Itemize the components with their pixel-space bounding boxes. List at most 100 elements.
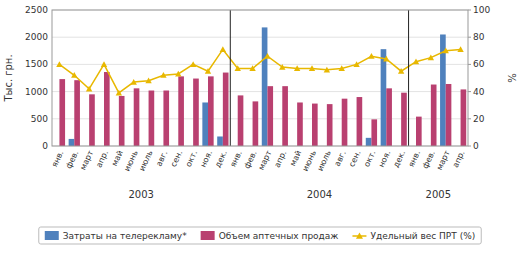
legend-swatch [45, 231, 59, 240]
legend-item: Затраты на телерекламу* [45, 231, 187, 241]
y-axis-label: Тыс. грн. [3, 54, 14, 102]
x-tick-label: окт. [362, 149, 377, 168]
legend-item: Удельный вес ПРТ (%) [352, 231, 475, 241]
x-tick-label: ноя. [377, 149, 393, 169]
bar [193, 79, 199, 146]
x-tick-label: апр. [451, 149, 467, 169]
y-tick-label: 500 [31, 114, 48, 124]
legend-box [39, 227, 481, 244]
line-marker [457, 46, 463, 52]
bar [163, 91, 169, 146]
x-tick-label: дек. [213, 149, 229, 169]
grid-line [52, 64, 468, 65]
bar [119, 96, 125, 146]
x-tick-label: март [257, 149, 274, 172]
line-marker [324, 67, 330, 73]
line-marker [160, 72, 166, 78]
bar [327, 104, 333, 146]
bar [446, 84, 452, 146]
year-label: 2003 [128, 189, 153, 200]
x-tick-label: ноя. [199, 149, 215, 169]
y2-tick-label: 100 [473, 5, 490, 15]
bar [312, 104, 318, 146]
line-marker [101, 61, 107, 67]
line-marker [398, 68, 404, 74]
legend-label: Объем аптечных продаж [219, 231, 339, 241]
line-marker [383, 56, 389, 62]
x-tick-label: апр. [273, 149, 289, 169]
line-marker [353, 61, 359, 67]
bar [104, 72, 110, 146]
year-label: 2004 [307, 189, 332, 200]
bar [357, 97, 363, 146]
line-marker [413, 58, 419, 64]
y2-axis-label: % [506, 73, 517, 83]
bar [149, 91, 155, 146]
bar [297, 102, 303, 146]
year-label: 2005 [426, 189, 451, 200]
bar [267, 86, 273, 146]
line-marker [443, 48, 449, 54]
bar [342, 99, 348, 146]
bar [381, 49, 387, 146]
bar [253, 101, 259, 146]
x-tick-label: март [78, 149, 95, 172]
line-marker [279, 64, 285, 70]
line-marker [116, 90, 122, 96]
bar [238, 95, 244, 146]
line-marker [190, 61, 196, 67]
bar [461, 89, 467, 146]
bar [178, 76, 184, 146]
y2-tick-label: 0 [473, 141, 479, 151]
x-tick-label: сен. [169, 149, 184, 168]
year-separator [408, 10, 409, 146]
y2-tick-label: 40 [473, 87, 485, 97]
x-tick-label: авг. [333, 149, 348, 168]
line-marker [131, 79, 137, 85]
plot-frame [52, 10, 468, 146]
x-tick-label: янв. [50, 149, 65, 168]
legend-marker [356, 233, 363, 239]
y2-tick-label: 80 [473, 32, 485, 42]
x-tick-label: авг. [154, 149, 169, 168]
legend-item: Объем аптечных продаж [201, 231, 339, 241]
bar [223, 73, 229, 146]
x-tick-label: дек. [392, 149, 408, 169]
bar [89, 94, 95, 146]
y-tick-label: 0 [42, 141, 48, 151]
bar [401, 93, 407, 146]
x-tick-label: март [435, 149, 452, 172]
line-marker [175, 71, 181, 77]
y-tick-label: 1500 [25, 59, 48, 69]
x-tick-label: май [110, 149, 125, 167]
chart: 05001000150020002500020406080100Тыс. грн… [0, 0, 520, 260]
bar [386, 88, 392, 146]
line-marker [220, 46, 226, 52]
bar [69, 139, 75, 146]
x-tick-label: июль [316, 149, 333, 173]
line-marker [145, 78, 151, 84]
line-marker [86, 86, 92, 92]
bar [366, 138, 372, 146]
x-tick-label: окт. [184, 149, 199, 168]
line-marker [249, 65, 255, 71]
x-tick-label: май [288, 149, 303, 167]
line-marker [235, 65, 241, 71]
y-tick-label: 2500 [25, 5, 48, 15]
legend: Затраты на телерекламу* Объем аптечных пр… [39, 227, 481, 244]
legend-swatch [201, 231, 215, 240]
bar [59, 79, 65, 146]
y2-tick-label: 20 [473, 114, 485, 124]
line-marker [56, 61, 62, 67]
x-tick-label: сен. [347, 149, 362, 168]
grid-line [52, 91, 468, 92]
bar [282, 86, 288, 146]
line-marker [264, 53, 270, 59]
y2-tick-label: 60 [473, 59, 485, 69]
x-tick-label: апр. [94, 149, 110, 169]
bar [217, 136, 223, 146]
legend-label: Затраты на телерекламу* [63, 231, 187, 241]
y-tick-label: 1000 [25, 87, 48, 97]
x-tick-label: янв. [407, 149, 422, 168]
line-marker [71, 72, 77, 78]
